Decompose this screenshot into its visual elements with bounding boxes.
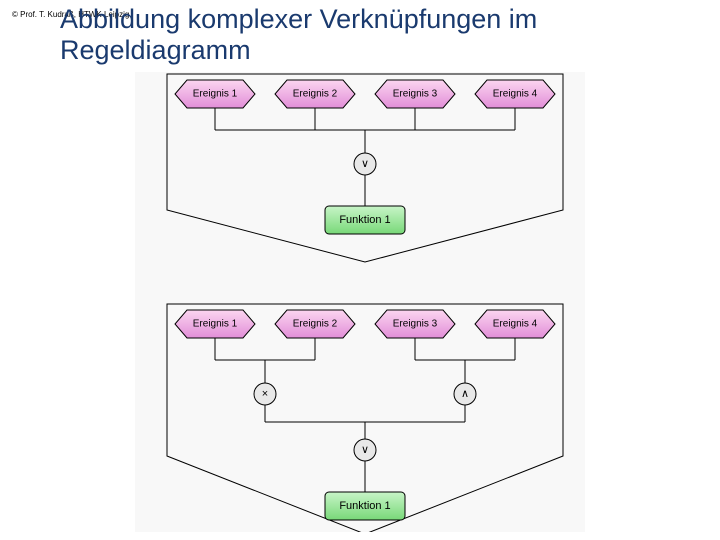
event-label: Ereignis 3 [393,319,438,330]
event-label: Ereignis 1 [193,319,238,330]
connector-op: ∨ [361,444,369,456]
title-line2: Regeldiagramm [60,35,251,65]
event-label: Ereignis 2 [293,319,338,330]
diagram-svg: Ereignis 1 Ereignis 2 Ereignis 3 Ereignis 4… [135,72,585,532]
event-label: Ereignis 4 [493,89,538,100]
connector-op: ∧ [461,388,469,400]
connector-op: ∨ [361,158,369,170]
event-label: Ereignis 4 [493,319,538,330]
edges-layer [167,74,563,532]
title-line1: Abbildung komplexer Verknüpfungen im [60,4,537,34]
function-label: Funktion 1 [339,214,390,226]
event-label: Ereignis 1 [193,89,238,100]
diagram-container: Ereignis 1 Ereignis 2 Ereignis 3 Ereignis 4… [135,72,585,532]
event-label: Ereignis 3 [393,89,438,100]
function-label: Funktion 1 [339,500,390,512]
page-title: Abbildung komplexer Verknüpfungen im Reg… [60,4,537,66]
connector-op: × [262,388,268,400]
event-label: Ereignis 2 [293,89,338,100]
